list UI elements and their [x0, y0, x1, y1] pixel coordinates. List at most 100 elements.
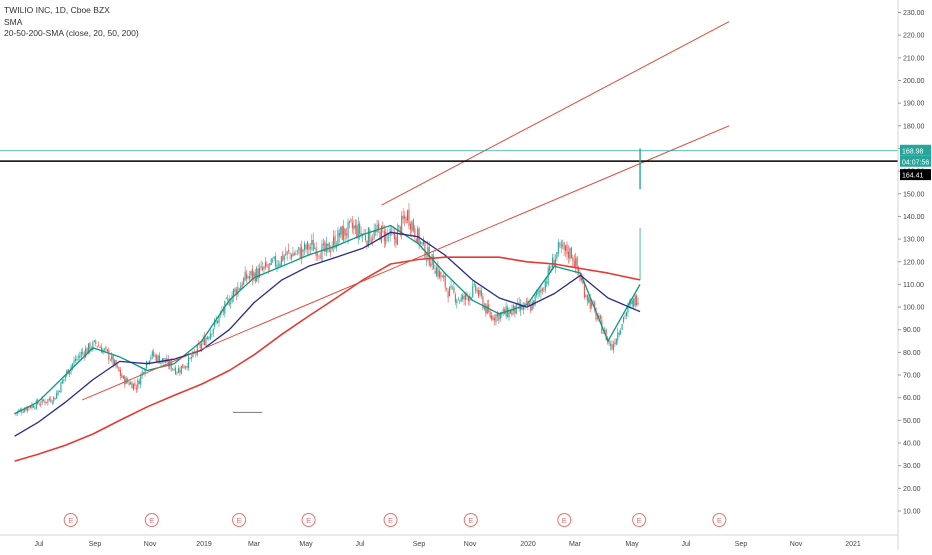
candle-body — [99, 347, 101, 349]
candle-body — [612, 344, 614, 350]
candle-body — [183, 367, 185, 369]
candle-body — [208, 337, 210, 339]
candle-body — [176, 372, 178, 374]
price-tick-label: 220.00 — [903, 33, 925, 40]
candle-body — [172, 368, 174, 370]
candle-body — [359, 223, 361, 234]
candle-body — [451, 287, 454, 289]
indicator-name[interactable]: SMA — [4, 16, 23, 27]
candle-body — [222, 309, 224, 312]
earnings-marker-label: E — [306, 516, 311, 525]
candle-body — [437, 265, 439, 277]
candle-body — [433, 255, 435, 270]
candle-body — [562, 244, 564, 246]
candle-body — [211, 334, 213, 335]
candle-body — [621, 323, 623, 330]
candle-body — [238, 288, 240, 290]
candle-body — [253, 271, 255, 277]
candle-body — [521, 305, 523, 310]
candle-body — [608, 339, 610, 344]
candle-body — [631, 300, 633, 305]
candle-body — [438, 270, 440, 278]
candle-body — [215, 320, 217, 322]
price-tick-label: 30.00 — [903, 463, 921, 470]
candle-body — [305, 244, 307, 250]
candle-body — [199, 343, 201, 348]
candle-body — [306, 241, 309, 250]
candle-body — [227, 298, 229, 300]
candle-body — [121, 374, 123, 378]
earnings-marker — [632, 513, 647, 527]
candle-body — [244, 271, 246, 281]
candle-body — [464, 293, 467, 300]
candle-body — [212, 328, 214, 335]
candle-body — [264, 262, 266, 268]
candle-body — [337, 229, 339, 246]
candle-body — [572, 257, 574, 261]
time-axis: Jul Sep Nov 2019 Mar May Jul Sep Nov 2020 Mar May Ju… — [35, 541, 861, 548]
candle-body — [573, 260, 575, 268]
candle-body — [486, 305, 488, 314]
candle-body — [546, 282, 548, 284]
level-price-tag — [900, 169, 931, 181]
symbol-title[interactable]: TWILIO INC, 1D, Cboe BZX — [4, 5, 110, 15]
candle-body — [427, 246, 429, 257]
candle-body — [60, 382, 62, 393]
candle-body — [443, 275, 445, 278]
sma-params[interactable]: 20-50-200-SMA (close, 20, 50, 200) — [4, 28, 139, 38]
candle-body — [563, 242, 565, 250]
candle-body — [154, 355, 156, 357]
price-tick-label: 100.00 — [903, 305, 925, 312]
candle-body — [206, 337, 208, 340]
candle-body — [289, 252, 291, 254]
candle-body — [163, 358, 165, 362]
candle-body — [201, 343, 203, 349]
candle-body — [182, 364, 184, 369]
candle-body — [580, 278, 583, 281]
price-tick-label: 180.00 — [903, 123, 925, 130]
candle-body — [540, 289, 542, 293]
candle-body — [550, 269, 552, 271]
candle-body — [517, 302, 519, 304]
candle-body — [85, 348, 87, 358]
candle-body — [157, 355, 159, 362]
time-tick-label: Mar — [248, 541, 261, 548]
candle-body — [605, 329, 607, 341]
candle-body — [569, 247, 571, 260]
price-tick-label: 150.00 — [903, 191, 925, 198]
candle-body — [203, 336, 206, 346]
candle-body — [48, 398, 50, 400]
price-axis: 10.00 20.00 30.00 40.00 50.00 60.00 70.00 80.00… — [898, 10, 925, 516]
candle-body — [82, 352, 84, 353]
time-tick-label: Nov — [144, 541, 157, 548]
candle-body — [295, 253, 297, 255]
candle-body — [137, 380, 139, 389]
candle-body — [330, 250, 332, 252]
candle-body — [124, 376, 126, 385]
candle-body — [348, 220, 351, 223]
candle-body — [496, 313, 498, 317]
candle-body — [140, 374, 142, 385]
candle-body — [522, 305, 525, 310]
price-tick-label: 90.00 — [903, 327, 921, 334]
candle-body — [273, 256, 275, 260]
current-price-tag — [900, 144, 931, 156]
sma200-line — [14, 256, 641, 462]
candle-body — [134, 383, 136, 387]
time-tick-label: 2019 — [196, 541, 212, 548]
candle-body — [173, 369, 175, 371]
candle-body — [475, 285, 477, 291]
candle-body — [51, 402, 53, 404]
candle-body — [280, 256, 282, 266]
candle-body — [111, 355, 113, 360]
candle-body — [409, 223, 411, 230]
price-tick-label: 130.00 — [903, 237, 925, 244]
candle-body — [456, 300, 458, 304]
candle-body — [151, 351, 153, 357]
candle-body — [340, 226, 342, 235]
candle-body — [585, 295, 587, 297]
candle-body — [32, 405, 34, 408]
candle-body — [79, 355, 81, 359]
